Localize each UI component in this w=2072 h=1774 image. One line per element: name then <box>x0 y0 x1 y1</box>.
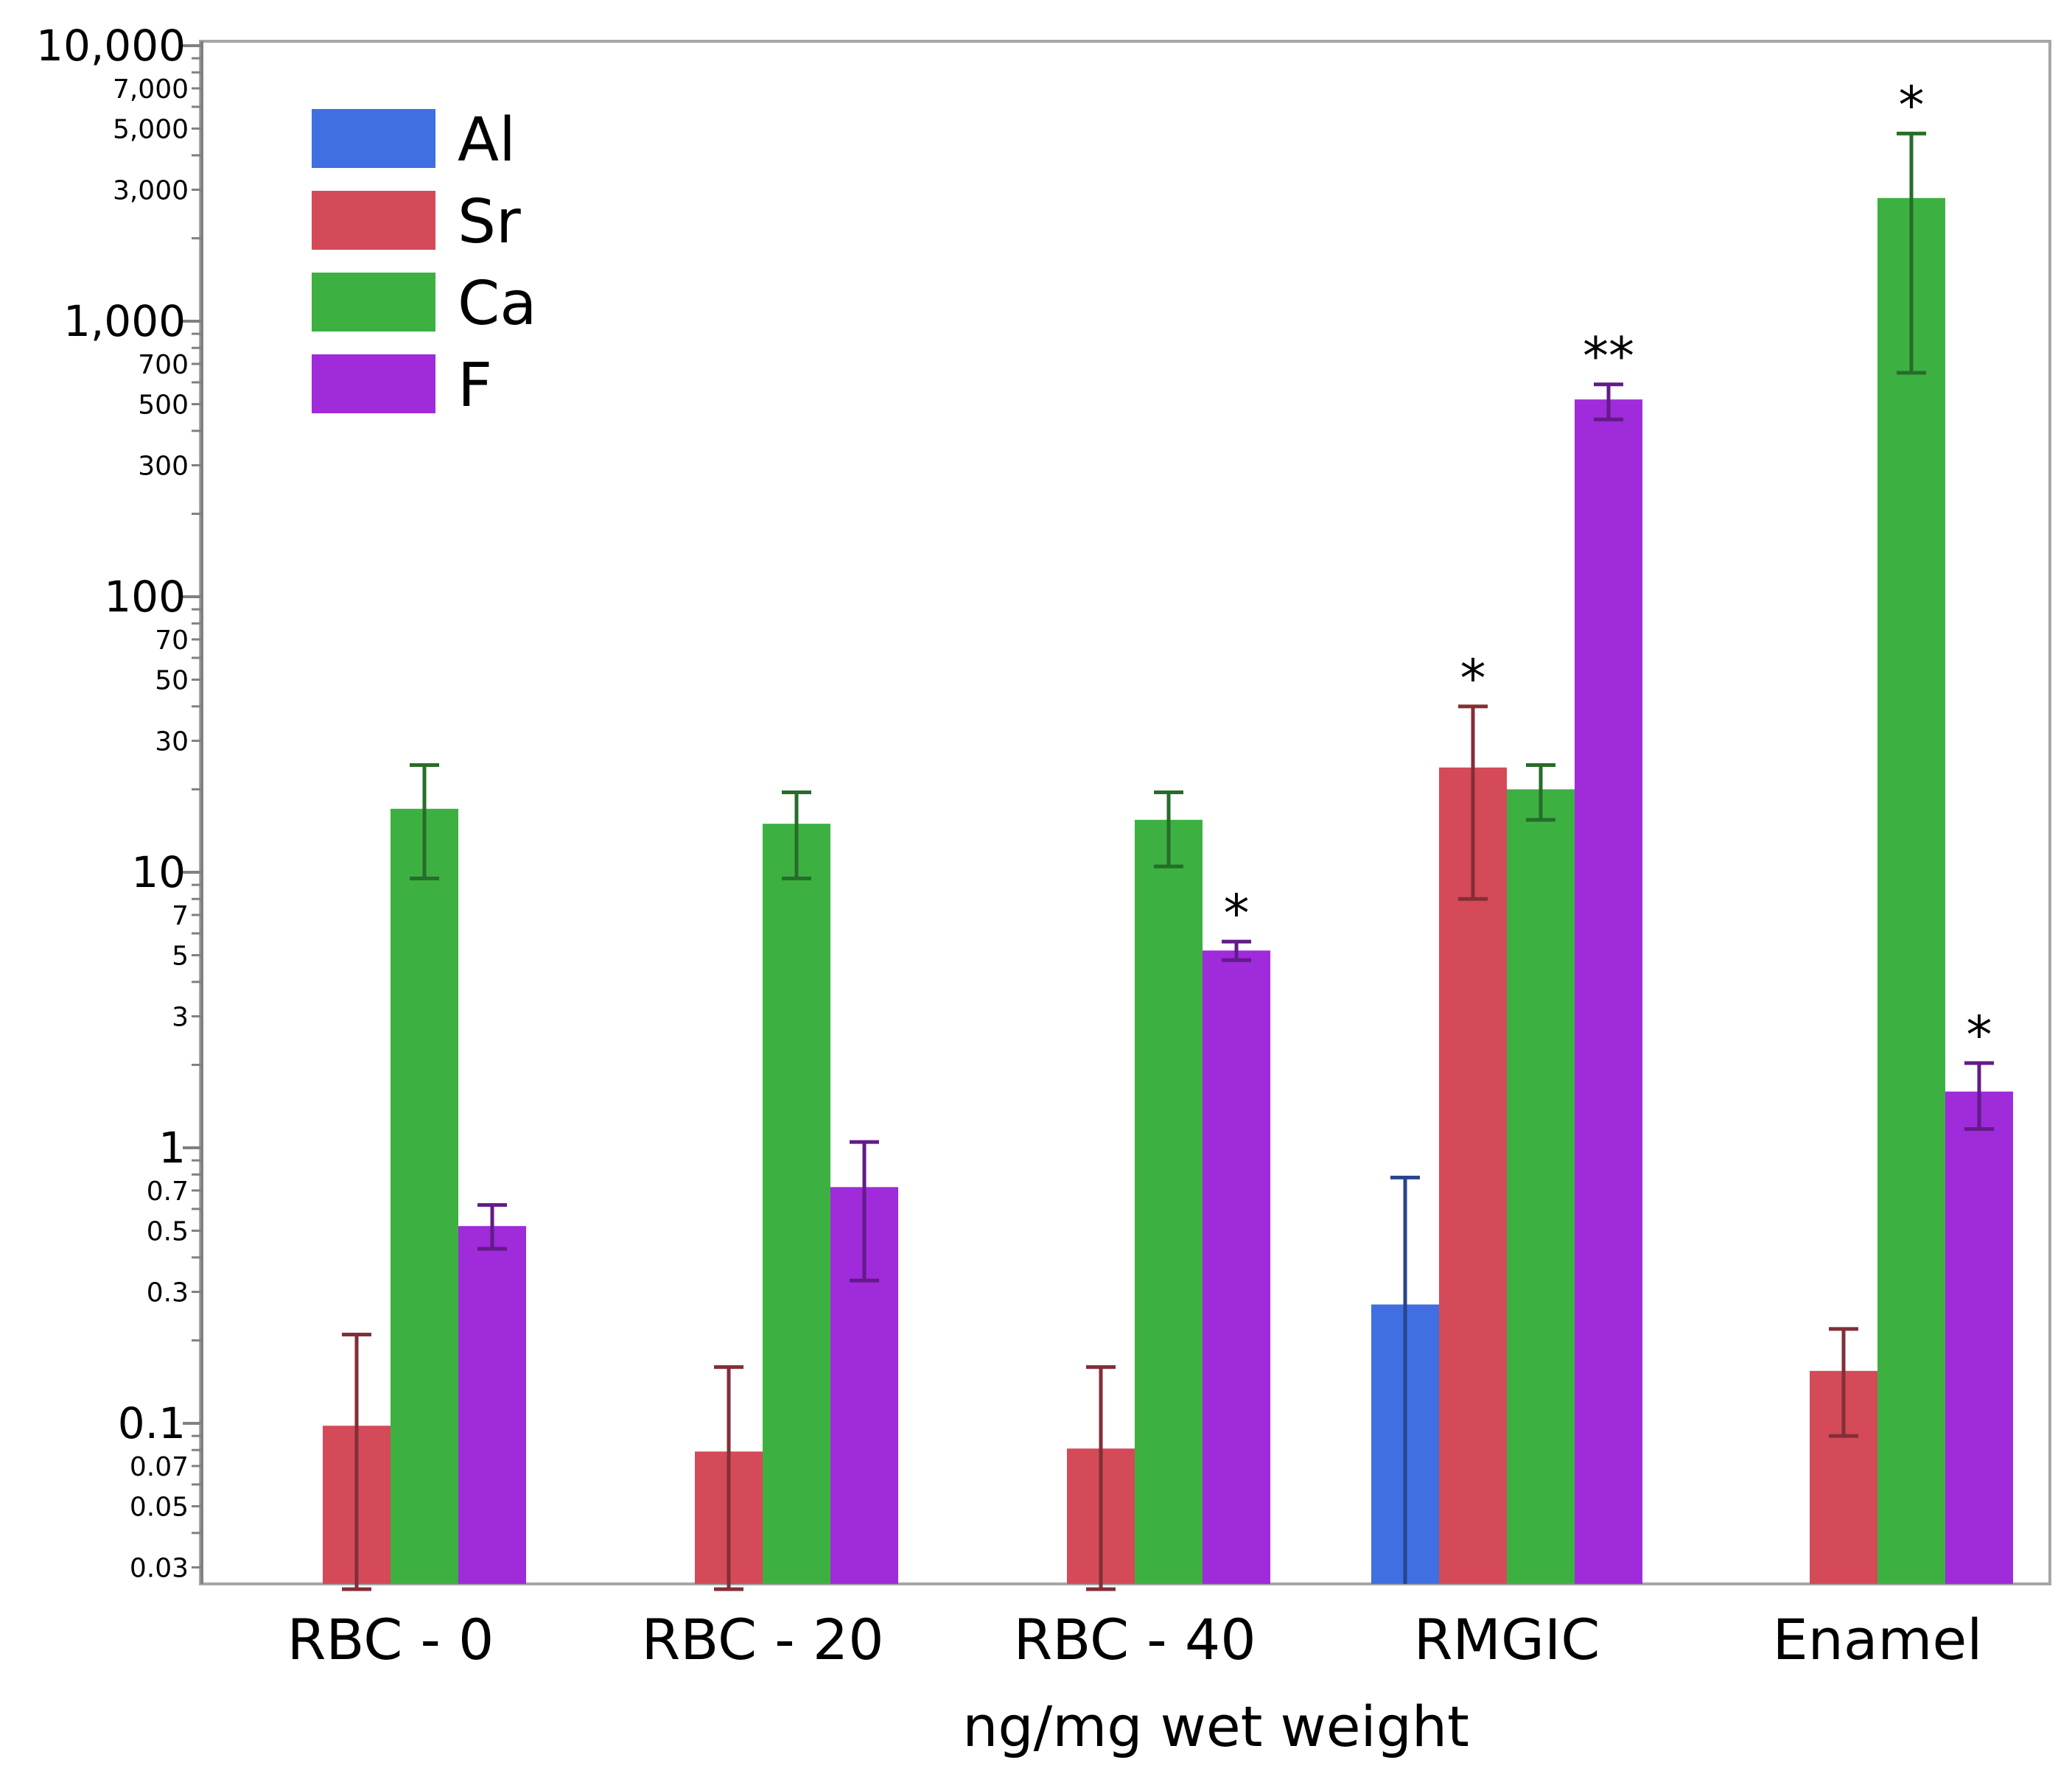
significance-marker: * <box>1224 883 1250 944</box>
y-minor-tick-label: 3,000 <box>113 176 189 206</box>
x-category-label: RBC - 20 <box>641 1607 883 1672</box>
x-category-label: RMGIC <box>1414 1607 1600 1672</box>
bar-f-rbc-0 <box>458 1226 526 1584</box>
y-minor-tick-label: 0.7 <box>147 1177 189 1207</box>
legend-label-sr: Sr <box>458 187 521 257</box>
bar-sr-rmgic <box>1439 767 1507 1584</box>
bar-f-rbc-40 <box>1203 950 1270 1584</box>
y-tick-label: 1 <box>158 1123 186 1173</box>
y-minor-tick-label: 700 <box>138 350 189 380</box>
y-minor-tick-label: 50 <box>155 666 189 696</box>
legend-label-f: F <box>458 351 492 421</box>
y-minor-tick-label: 7 <box>172 901 189 931</box>
y-minor-tick-label: 300 <box>138 452 189 482</box>
y-minor-tick-label: 0.05 <box>130 1493 189 1523</box>
legend-swatch-ca <box>312 273 435 332</box>
y-minor-tick-label: 30 <box>155 727 189 757</box>
legend-label-al: Al <box>458 105 516 175</box>
legend-swatch-sr <box>312 191 435 250</box>
bar-ca-rbc-20 <box>763 824 830 1584</box>
x-category-label: RBC - 40 <box>1013 1607 1256 1672</box>
x-axis-category-labels: RBC - 0 RBC - 20 RBC - 40 RMGIC Enamel <box>287 1607 1983 1672</box>
legend-label-ca: Ca <box>458 269 537 339</box>
y-tick-label: 1,000 <box>63 296 186 346</box>
error-bars-layer <box>342 131 1994 1591</box>
x-category-label: Enamel <box>1773 1607 1983 1672</box>
y-tick-label: 10,000 <box>36 21 186 71</box>
bar-ca-rbc-0 <box>391 808 458 1584</box>
significance-layer: ****** <box>1224 75 1992 1065</box>
y-tick-label: 100 <box>104 572 186 622</box>
y-minor-tick-label: 5 <box>172 942 189 972</box>
bar-ca-rmgic <box>1507 789 1575 1584</box>
y-tick-label: 10 <box>131 847 186 897</box>
x-axis-title: ng/mg wet weight <box>962 1694 1469 1759</box>
y-minor-tick-label: 3 <box>172 1003 189 1033</box>
y-minor-tick-label: 70 <box>155 625 189 656</box>
y-minor-tick-label: 0.03 <box>130 1554 189 1584</box>
y-minor-tick-label: 7,000 <box>113 74 189 105</box>
bar-ca-enamel <box>1877 197 1945 1584</box>
y-minor-tick-label: 0.5 <box>147 1217 189 1247</box>
significance-marker: ** <box>1583 326 1634 387</box>
significance-marker: * <box>1460 648 1486 709</box>
significance-marker: * <box>1899 75 1925 136</box>
bar-ca-rbc-40 <box>1135 819 1203 1584</box>
x-category-label: RBC - 0 <box>287 1607 494 1672</box>
y-tick-label: 0.1 <box>118 1398 186 1448</box>
bar-f-enamel <box>1945 1091 2013 1584</box>
bars-layer <box>323 197 2013 1584</box>
legend-swatch-al <box>312 109 435 168</box>
y-minor-tick-label: 500 <box>138 390 189 421</box>
significance-marker: * <box>1967 1005 1992 1065</box>
y-minor-tick-label: 0.3 <box>147 1278 189 1308</box>
legend: Al Sr Ca F <box>312 105 537 421</box>
y-minor-tick-label: 0.07 <box>130 1452 189 1482</box>
bar-f-rmgic <box>1575 399 1642 1584</box>
y-axis-ticks: 10,0001,0001001010.17,0005,0003,00070050… <box>36 21 202 1584</box>
y-minor-tick-label: 5,000 <box>113 115 189 145</box>
legend-swatch-f <box>312 354 435 413</box>
